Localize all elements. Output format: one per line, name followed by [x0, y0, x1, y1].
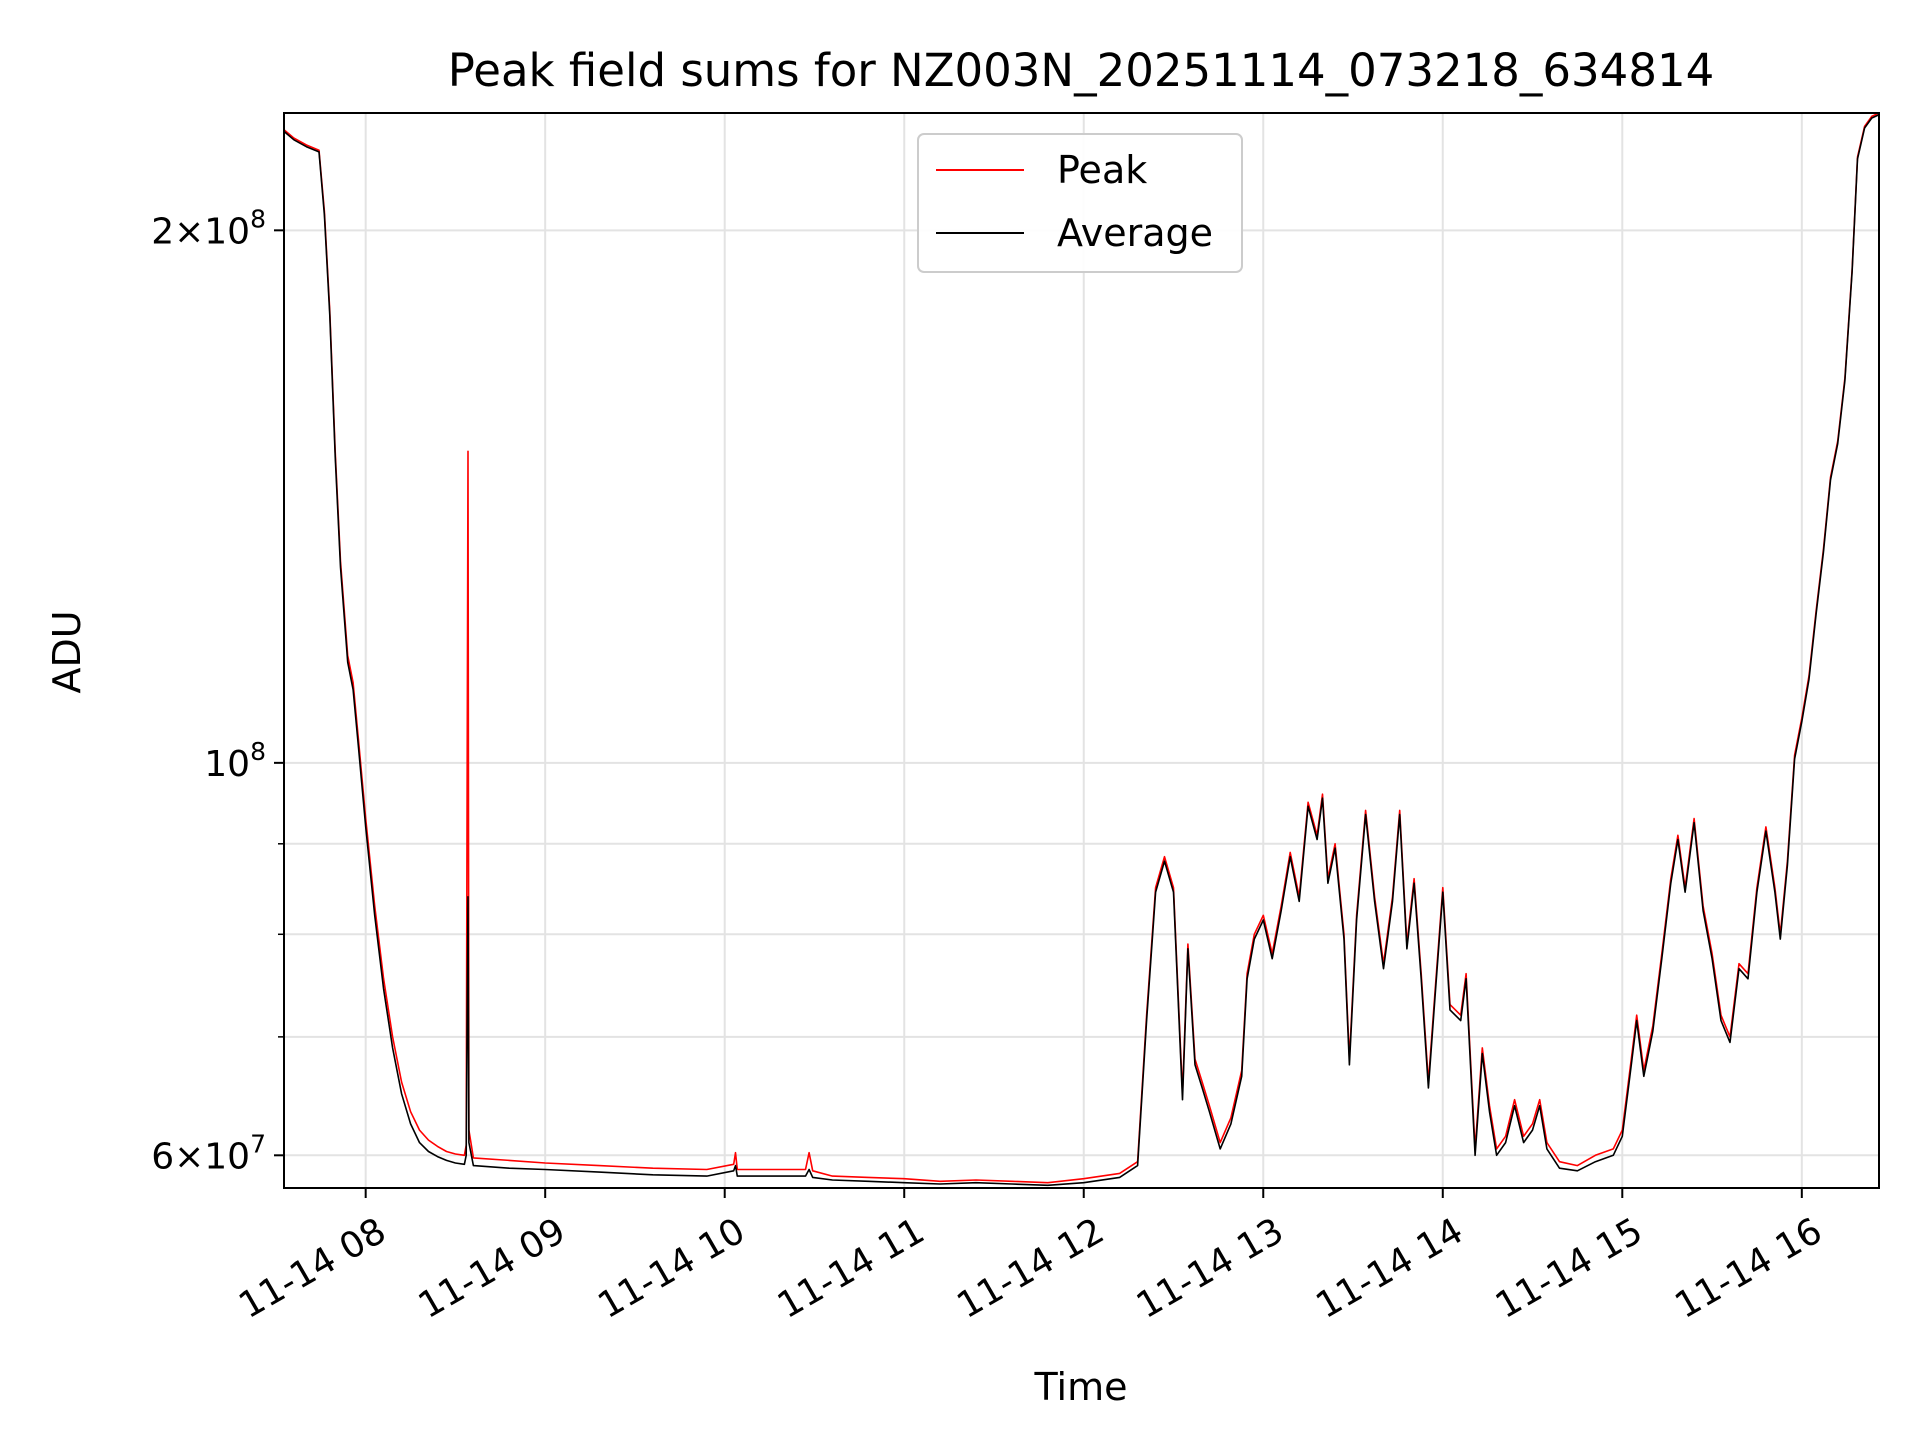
chart-title: Peak field sums for NZ003N_20251114_0732… [448, 44, 1714, 97]
x-axis-label: Time [1034, 1365, 1128, 1409]
series-line-average [284, 113, 1879, 1187]
legend-frame [917, 133, 1243, 273]
y-tick-label: 2×108 [151, 204, 266, 252]
y-axis: 6×107 108 2×108 [151, 204, 284, 1177]
y-tick-label: 6×107 [151, 1129, 266, 1177]
legend: Peak Average [917, 133, 1243, 273]
plot-area [284, 113, 1879, 1187]
y-tick-label: 108 [204, 737, 266, 785]
y-axis-label: ADU [45, 610, 89, 693]
legend-label-average: Average [1057, 211, 1213, 255]
legend-label-peak: Peak [1057, 148, 1147, 192]
plot-frame [283, 112, 1880, 1189]
